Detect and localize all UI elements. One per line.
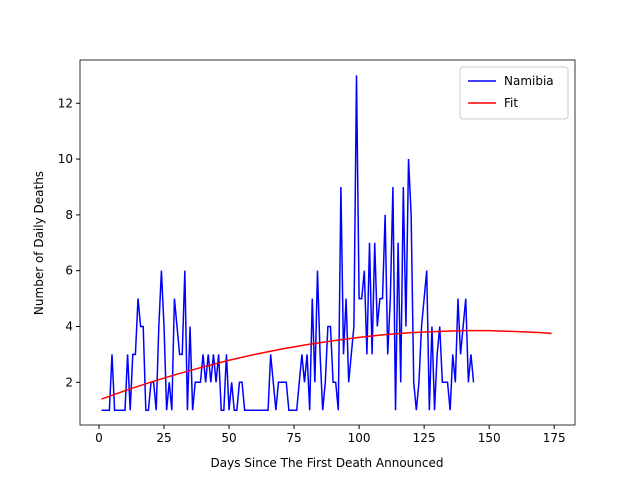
x-tick-label: 175 [543, 431, 566, 445]
x-tick-label: 50 [221, 431, 236, 445]
legend-label: Namibia [504, 74, 554, 88]
x-tick-label: 0 [95, 431, 103, 445]
data-line [101, 329, 552, 400]
y-tick-label: 6 [65, 264, 73, 278]
y-axis-label: Number of Daily Deaths [32, 171, 46, 315]
x-tick-label: 150 [478, 431, 501, 445]
y-tick-label: 2 [65, 375, 73, 389]
y-tick-label: 4 [65, 319, 73, 333]
x-tick-label: 100 [348, 431, 371, 445]
y-tick-label: 12 [58, 96, 73, 110]
y-tick-label: 10 [58, 152, 73, 166]
legend: Namibia Fit [459, 66, 569, 120]
legend-box [459, 66, 569, 120]
x-axis-label: Days Since The First Death Announced [211, 456, 444, 470]
legend-label: Fit [504, 96, 518, 110]
plot-frame [79, 59, 576, 426]
x-tick-label: 25 [156, 431, 171, 445]
data-line [101, 75, 475, 411]
y-tick-label: 8 [65, 208, 73, 222]
x-tick-label: 75 [286, 431, 301, 445]
x-tick-label: 125 [413, 431, 436, 445]
